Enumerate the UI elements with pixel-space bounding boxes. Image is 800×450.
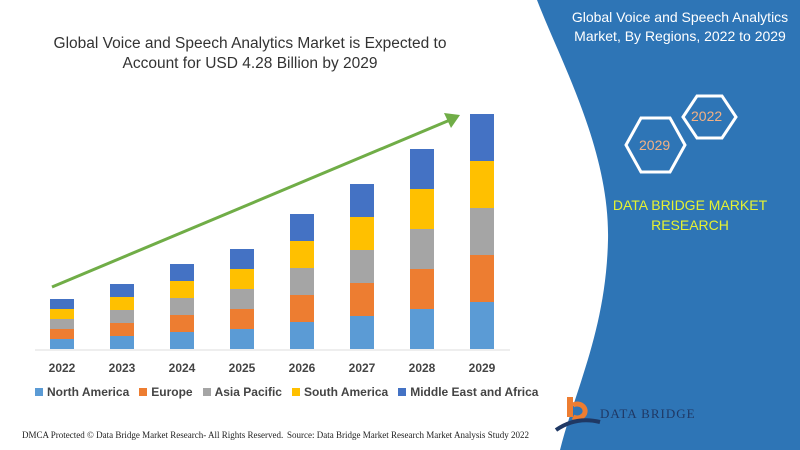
x-tick-label: 2026 [289, 361, 316, 375]
bar-segment [350, 283, 374, 316]
bar-segment [290, 295, 314, 322]
side-panel-title: Global Voice and Speech Analytics Market… [571, 9, 789, 44]
trend-arrow [51, 118, 451, 289]
bar-segment [470, 302, 494, 349]
bar-segment [230, 289, 254, 309]
footer-source: Source: Data Bridge Market Research Mark… [287, 430, 529, 440]
hexagon-2029 [624, 116, 687, 174]
chart-title: Global Voice and Speech Analytics Market… [53, 35, 447, 72]
bar-segment [350, 316, 374, 349]
bar-segment [230, 329, 254, 349]
x-tick-label: 2027 [349, 361, 376, 375]
x-tick-label: 2025 [229, 361, 256, 375]
bar-segment [230, 269, 254, 289]
legend-label: Europe [151, 385, 193, 399]
bar-segment [410, 149, 434, 189]
brand-text: DATA BRIDGE MARKET RESEARCH [612, 197, 768, 233]
bar-segment [290, 214, 314, 241]
x-tick-label: 2024 [169, 361, 196, 375]
bar-segment [110, 323, 134, 336]
bar-segment [50, 309, 74, 319]
legend-label: South America [303, 385, 389, 399]
bar-segment [410, 309, 434, 349]
bar-segment [110, 297, 134, 310]
bar-segment [170, 264, 194, 281]
bar-segment [470, 255, 494, 302]
bar-segment [350, 250, 374, 283]
bar-segment [290, 322, 314, 349]
bar-segment [290, 241, 314, 268]
bar-segment [350, 217, 374, 250]
bar-segment [50, 329, 74, 339]
bar-segment [410, 269, 434, 309]
bar-segment [350, 184, 374, 217]
legend-item: South America [291, 385, 389, 399]
bar-segment [470, 161, 494, 208]
legend-item: Middle East and Africa [398, 385, 538, 399]
x-tick-label: 2029 [469, 361, 496, 375]
bar-segment [50, 319, 74, 329]
bar-segment [50, 299, 74, 309]
bar-segment [50, 339, 74, 349]
footer-copyright: DMCA Protected © Data Bridge Market Rese… [22, 430, 284, 440]
legend-item: Europe [139, 385, 193, 399]
legend-item: Asia Pacific [202, 385, 282, 399]
bar-segment [290, 268, 314, 295]
logo-text: DATA BRIDGE [600, 406, 696, 421]
legend-label: Asia Pacific [214, 385, 282, 399]
legend-label: North America [47, 385, 130, 399]
bar-segment [170, 281, 194, 298]
hex-2029-label: 2029 [639, 137, 671, 153]
logo-icon [554, 397, 601, 432]
bar-segment [410, 229, 434, 269]
hex-2022-label: 2022 [691, 108, 723, 124]
bar-segment [110, 310, 134, 323]
hexagon-2022 [681, 94, 738, 140]
bar-segment [170, 298, 194, 315]
x-tick-label: 2023 [109, 361, 136, 375]
bar-segment [230, 309, 254, 329]
bar-segment [110, 336, 134, 349]
bar-segment [170, 332, 194, 349]
bar-segment [410, 189, 434, 229]
bar-segment [230, 249, 254, 269]
bar-segment [470, 114, 494, 161]
bar-segment [470, 208, 494, 255]
legend-label: Middle East and Africa [410, 385, 539, 399]
x-tick-label: 2022 [49, 361, 76, 375]
bar-segment [110, 284, 134, 297]
bar-segment [170, 315, 194, 332]
legend-item: North America [35, 385, 129, 399]
legend: North America Europe Asia Pacific South … [35, 385, 538, 399]
x-tick-label: 2028 [409, 361, 436, 375]
trend-arrowhead [444, 113, 460, 128]
